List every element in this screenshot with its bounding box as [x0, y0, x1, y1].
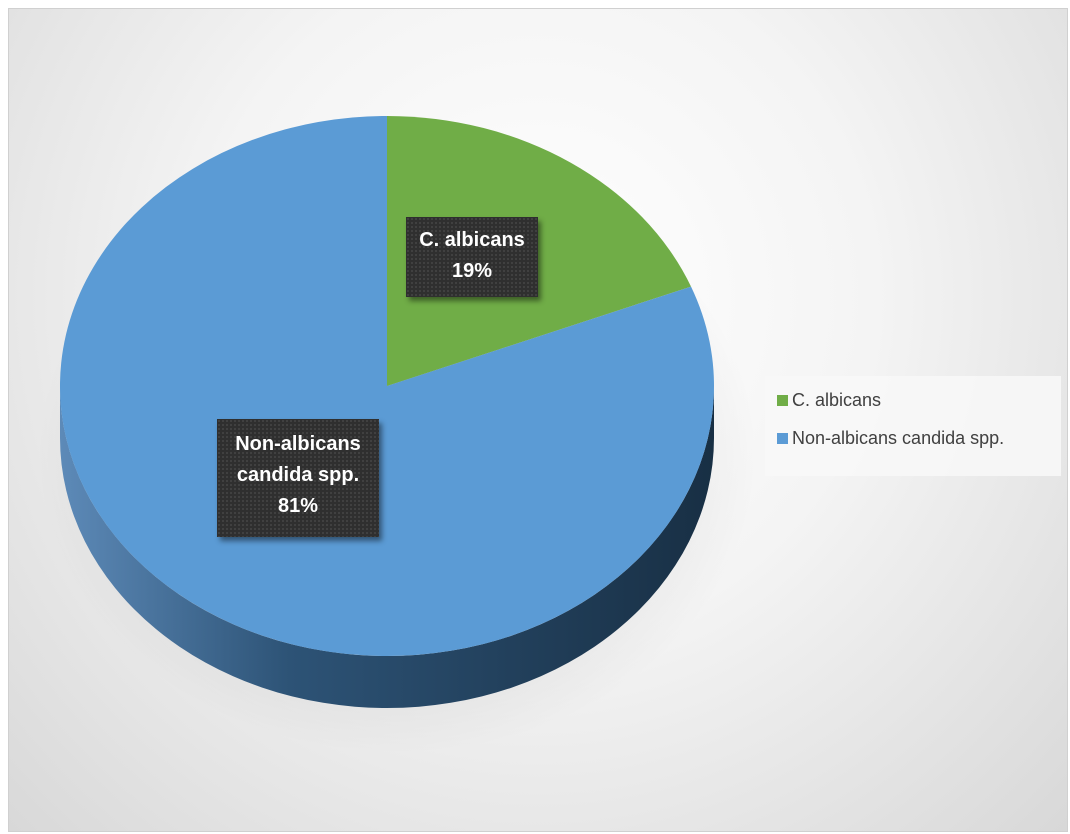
pie-side-wall — [60, 386, 714, 708]
data-label-c-albicans: C. albicans 19% — [406, 217, 538, 297]
pie-slice-c-albicans — [387, 116, 692, 386]
legend-label-non-albicans: Non-albicans candida spp. — [792, 428, 1005, 448]
legend: C. albicans Non-albicans candida spp. — [765, 376, 1061, 476]
legend-label-c-albicans: C. albicans — [792, 390, 882, 410]
data-label-non-albicans-line2: candida spp. — [236, 464, 360, 486]
data-label-c-albicans-percent: 19% — [451, 260, 493, 282]
legend-entry-non-albicans: Non-albicans candida spp. — [777, 428, 1004, 449]
data-label-c-albicans-name: C. albicans — [419, 229, 525, 251]
chart-area: C. albicans 19% Non-albicans candida spp… — [8, 8, 1068, 832]
data-label-non-albicans-percent: 81% — [277, 495, 319, 517]
legend-entry-c-albicans: C. albicans — [777, 390, 881, 411]
data-label-non-albicans-line1: Non-albicans — [235, 433, 361, 455]
data-label-non-albicans: Non-albicans candida spp. 81% — [217, 419, 379, 537]
legend-swatch-non-albicans — [777, 433, 788, 444]
legend-swatch-c-albicans — [777, 395, 788, 406]
